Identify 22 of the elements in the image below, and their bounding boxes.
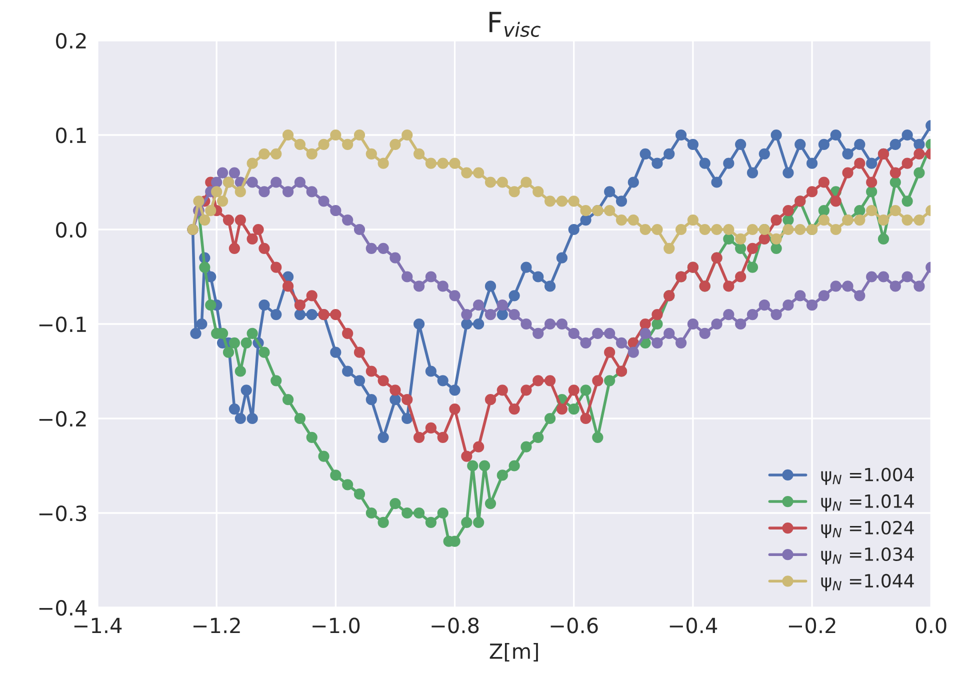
x-tick-label: −1.0 (312, 618, 360, 634)
legend-label: ψ$_{N}$ =1.024 (821, 520, 914, 538)
y-tick-label: −0.4 (39, 600, 87, 616)
x-tick-label: −0.4 (670, 618, 718, 634)
legend-label: ψ$_{N}$ =1.014 (821, 494, 914, 512)
x-tick-label: −0.6 (550, 618, 598, 634)
chart-title: F$_{visc}$ (490, 12, 541, 37)
y-tick-label: −0.1 (39, 316, 86, 332)
x-tick-label: −0.8 (432, 618, 479, 634)
x-tick-label: −1.4 (74, 618, 122, 634)
y-tick-label: −0.3 (39, 505, 86, 522)
y-tick-label: 0.0 (56, 222, 86, 238)
x-tick-label: −0.2 (788, 618, 836, 634)
x-tick-label: 0.0 (916, 618, 946, 634)
legend-label: ψ$_{N}$ =1.004 (821, 468, 914, 485)
legend-label: ψ$_{N}$ =1.044 (821, 574, 914, 592)
x-tick-label: −1.2 (194, 618, 240, 634)
y-tick-label: 0.2 (56, 32, 86, 49)
y-tick-label: −0.2 (39, 410, 86, 427)
y-tick-label: 0.1 (56, 127, 86, 144)
x-axis-title: Z[m] (490, 642, 538, 662)
legend-label: ψ$_{N}$ =1.034 (821, 547, 914, 565)
